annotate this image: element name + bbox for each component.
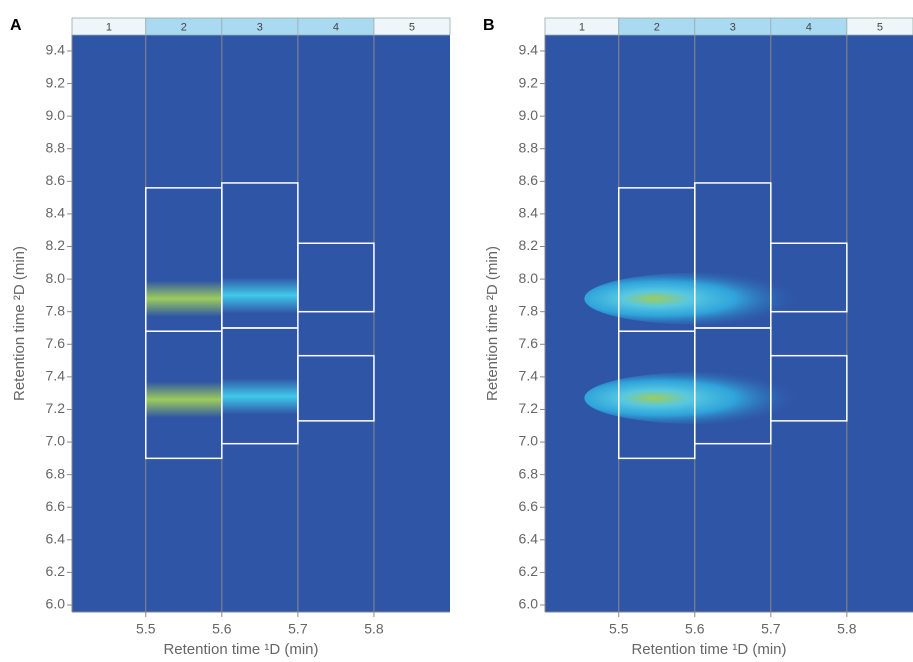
y-tick-label: 8.8 xyxy=(46,139,66,155)
y-tick-label: 7.2 xyxy=(519,400,539,416)
peak xyxy=(221,277,298,314)
y-axis-title: Retention time ²D (min) xyxy=(484,246,501,401)
y-tick-label: 9.0 xyxy=(519,107,539,123)
y-tick-label: 9.4 xyxy=(46,42,66,58)
fraction-label: 1 xyxy=(579,21,585,33)
y-tick-label: 9.4 xyxy=(519,42,539,58)
panel: B 1 2 3 4 5 6.0 6.2 6.4 6.6 6.8 7.0 7.2 7.4 7.6 7.8 8.0 8… xyxy=(483,17,913,658)
y-tick-label: 7.8 xyxy=(46,302,66,318)
y-tick-label: 6.0 xyxy=(46,596,66,612)
x-tick-label: 5.5 xyxy=(136,621,156,637)
y-axis-title: Retention time ²D (min) xyxy=(11,246,28,401)
x-tick-label: 5.6 xyxy=(685,621,705,637)
y-tick-label: 8.6 xyxy=(519,172,539,188)
peaks xyxy=(584,272,815,425)
fraction-label: 3 xyxy=(257,21,263,33)
y-tick-label: 6.6 xyxy=(46,498,66,514)
y-tick-label: 6.8 xyxy=(519,465,539,481)
y-tick-label: 9.2 xyxy=(519,74,539,90)
x-axis-title: Retention time ¹D (min) xyxy=(631,641,786,658)
y-tick-label: 8.8 xyxy=(519,139,539,155)
x-tick-label: 5.8 xyxy=(364,621,384,637)
y-tick-label: 6.0 xyxy=(519,596,539,612)
peak xyxy=(584,372,815,425)
fraction-label: 2 xyxy=(654,21,660,33)
y-tick-label: 8.2 xyxy=(519,237,539,253)
y-tick-label: 6.2 xyxy=(46,563,66,579)
peaks xyxy=(145,277,298,418)
peak xyxy=(221,378,298,415)
fraction-region xyxy=(770,242,848,313)
y-tick-label: 6.6 xyxy=(519,498,539,514)
y-tick-label: 8.0 xyxy=(519,270,539,286)
fraction-label: 4 xyxy=(333,21,339,33)
y-tick-label: 9.2 xyxy=(46,74,66,90)
fraction-label: 4 xyxy=(806,21,812,33)
y-tick-label: 7.8 xyxy=(519,302,539,318)
x-tick-label: 5.8 xyxy=(837,621,857,637)
fraction-strip: 1 2 3 4 5 xyxy=(544,17,913,36)
plot-background xyxy=(72,35,450,612)
x-tick-label: 5.5 xyxy=(609,621,629,637)
panel-label: B xyxy=(483,17,495,34)
y-tick-label: 7.0 xyxy=(519,433,539,449)
fraction-label: 5 xyxy=(877,21,883,33)
x-tick-label: 5.7 xyxy=(288,621,308,637)
fraction-strip: 1 2 3 4 5 xyxy=(71,17,451,36)
y-tick-label: 8.4 xyxy=(519,205,539,221)
fraction-label: 1 xyxy=(106,21,112,33)
y-tick-label: 7.0 xyxy=(46,433,66,449)
y-tick-label: 6.4 xyxy=(46,531,66,547)
y-tick-label: 6.8 xyxy=(46,465,66,481)
y-tick-label: 6.4 xyxy=(519,531,539,547)
fraction-region xyxy=(297,354,375,422)
x-tick-label: 5.7 xyxy=(761,621,781,637)
y-tick-label: 7.6 xyxy=(519,335,539,351)
y-tick-label: 8.6 xyxy=(46,172,66,188)
y-tick-label: 7.4 xyxy=(519,368,539,384)
fraction-label: 2 xyxy=(181,21,187,33)
y-tick-label: 8.2 xyxy=(46,237,66,253)
panel: A 1 2 3 4 5 6.0 6.2 6.4 6.6 6.8 7.0 7.2 7.4 7.6 7.8 8.0 8… xyxy=(10,17,451,658)
y-tick-label: 7.4 xyxy=(46,368,66,384)
y-tick-label: 8.0 xyxy=(46,270,66,286)
y-tick-label: 6.2 xyxy=(519,563,539,579)
panel-label: A xyxy=(10,17,22,34)
y-tick-label: 7.2 xyxy=(46,400,66,416)
fraction-region xyxy=(297,242,375,313)
peak xyxy=(584,272,815,325)
x-axis-title: Retention time ¹D (min) xyxy=(163,641,318,658)
fraction-label: 5 xyxy=(409,21,415,33)
y-tick-label: 9.0 xyxy=(46,107,66,123)
fraction-cell xyxy=(846,17,913,36)
peak xyxy=(145,280,222,317)
y-tick-label: 8.4 xyxy=(46,205,66,221)
fraction-region xyxy=(770,354,848,422)
fraction-label: 3 xyxy=(730,21,736,33)
peak xyxy=(145,381,222,418)
x-tick-label: 5.6 xyxy=(212,621,232,637)
y-tick-label: 7.6 xyxy=(46,335,66,351)
fraction-cell xyxy=(373,17,451,36)
